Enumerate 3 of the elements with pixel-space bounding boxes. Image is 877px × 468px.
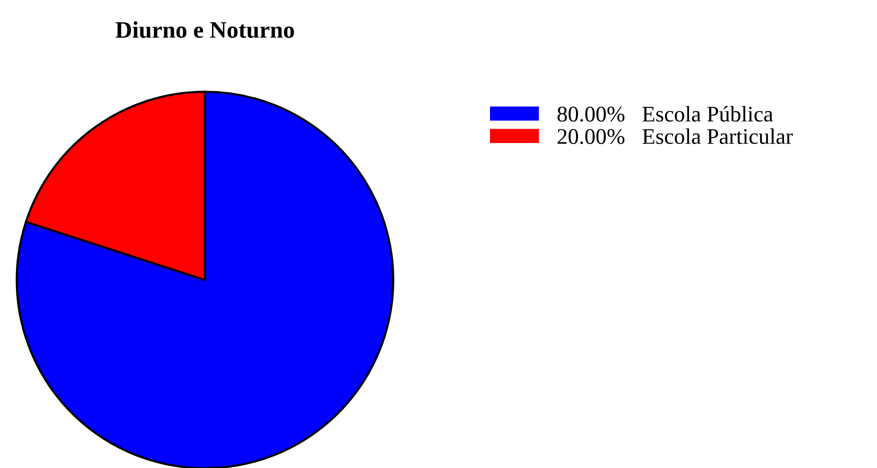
chart-title: Diurno e Noturno — [116, 21, 294, 38]
legend-label: 20.00% Escola Particular — [558, 128, 793, 144]
legend-label: 80.00% Escola Pública — [558, 106, 773, 122]
